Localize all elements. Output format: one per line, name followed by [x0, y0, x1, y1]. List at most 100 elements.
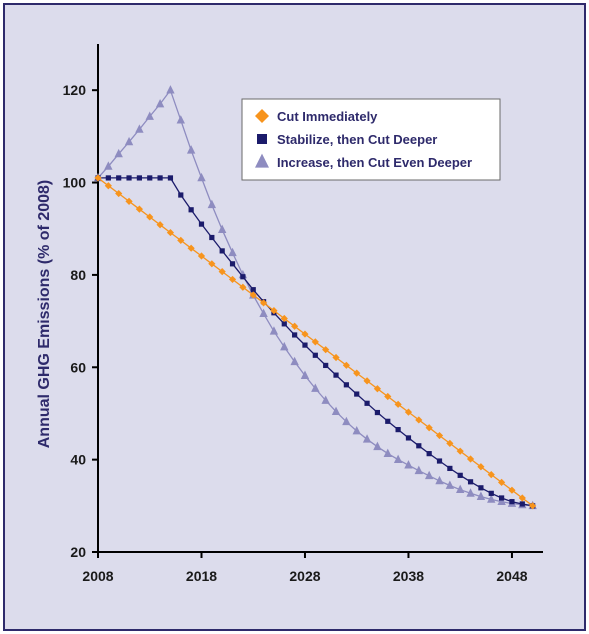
data-point: [229, 261, 236, 267]
legend-symbol: [255, 153, 269, 168]
legend: Cut Immediately Stabilize, then Cut Deepe…: [241, 98, 501, 181]
data-point: [509, 499, 515, 505]
y-axis-label: Annual GHG Emissions (% of 2008): [36, 180, 53, 449]
data-point: [404, 408, 413, 416]
data-point: [456, 447, 464, 455]
data-point: [116, 175, 122, 181]
data-point: [518, 494, 526, 502]
data-point: [105, 175, 111, 181]
data-point: [250, 287, 256, 293]
data-point: [176, 115, 185, 124]
data-point: [404, 460, 413, 469]
y-tick-label: 100: [63, 175, 87, 191]
data-point: [94, 174, 102, 182]
data-point: [373, 441, 382, 451]
data-point: [280, 341, 289, 351]
data-point: [363, 377, 371, 385]
data-point: [435, 475, 444, 485]
data-point: [240, 274, 246, 280]
data-point: [476, 491, 486, 500]
data-point: [157, 175, 163, 181]
x-tick-label: 2028: [289, 568, 320, 584]
legend-symbol: [257, 134, 267, 144]
data-point: [393, 454, 403, 463]
data-point: [466, 455, 475, 463]
y-tick-label: 80: [70, 267, 86, 283]
data-point: [519, 501, 525, 507]
data-point: [135, 124, 144, 133]
data-point: [302, 342, 308, 348]
data-point: [342, 361, 350, 369]
data-point: [467, 479, 474, 485]
data-point: [497, 496, 506, 506]
data-point: [301, 330, 309, 338]
data-point: [487, 470, 495, 479]
data-point: [415, 416, 423, 424]
series-0: [94, 174, 537, 510]
x-tick-label: 2008: [82, 568, 113, 584]
data-point: [405, 435, 412, 441]
data-point: [332, 353, 340, 362]
data-point: [456, 484, 465, 494]
data-point: [124, 136, 134, 146]
data-point: [457, 472, 463, 478]
data-point: [300, 370, 310, 379]
data-point: [385, 418, 391, 424]
data-point: [445, 480, 455, 489]
data-point: [394, 400, 402, 408]
data-point: [167, 175, 174, 181]
data-point: [135, 205, 143, 213]
data-point: [311, 383, 320, 392]
data-point: [290, 356, 299, 366]
data-point: [228, 247, 237, 257]
data-point: [425, 424, 433, 432]
legend-symbol: [255, 109, 269, 123]
data-point: [187, 244, 195, 252]
data-point: [354, 391, 360, 397]
legend-box: [241, 98, 501, 181]
data-point: [259, 299, 268, 307]
y-tick-label: 60: [70, 359, 86, 375]
data-point: [383, 448, 392, 457]
data-point: [395, 427, 401, 433]
x-tick-label: 2018: [186, 568, 217, 584]
data-point: [197, 172, 206, 182]
data-point: [198, 221, 205, 227]
legend-label: Cut Immediately: [277, 109, 378, 124]
data-point: [228, 275, 237, 284]
data-point: [529, 502, 537, 510]
data-point: [104, 161, 113, 170]
data-point: [498, 478, 506, 486]
x-tick-label: 2038: [393, 568, 424, 584]
y-tick-label: 20: [70, 544, 86, 560]
data-point: [178, 192, 184, 198]
data-point: [466, 488, 475, 497]
data-point: [146, 213, 154, 221]
legend-label: Stabilize, then Cut Deeper: [277, 132, 437, 147]
data-point: [424, 470, 434, 480]
y-tick-label: 120: [63, 82, 87, 98]
data-point: [147, 175, 153, 181]
data-point: [114, 148, 123, 158]
data-point: [414, 465, 424, 475]
data-point: [281, 321, 287, 327]
data-point: [155, 98, 165, 108]
data-point: [166, 228, 175, 237]
data-point: [488, 490, 494, 496]
data-point: [364, 400, 370, 406]
data-point: [343, 382, 349, 388]
data-point: [145, 111, 154, 120]
data-point: [446, 439, 454, 447]
data-point: [186, 145, 196, 154]
data-point: [156, 221, 164, 229]
legend-label: Increase, then Cut Even Deeper: [277, 155, 472, 170]
data-point: [209, 234, 215, 241]
data-point: [342, 416, 351, 426]
data-point: [208, 260, 216, 268]
x-tick-label: 2048: [496, 568, 527, 584]
data-point: [207, 199, 217, 209]
data-point: [291, 322, 299, 330]
data-point: [321, 395, 330, 404]
legend-items: Cut Immediately Stabilize, then Cut Deepe…: [255, 109, 472, 170]
data-point: [125, 197, 133, 205]
